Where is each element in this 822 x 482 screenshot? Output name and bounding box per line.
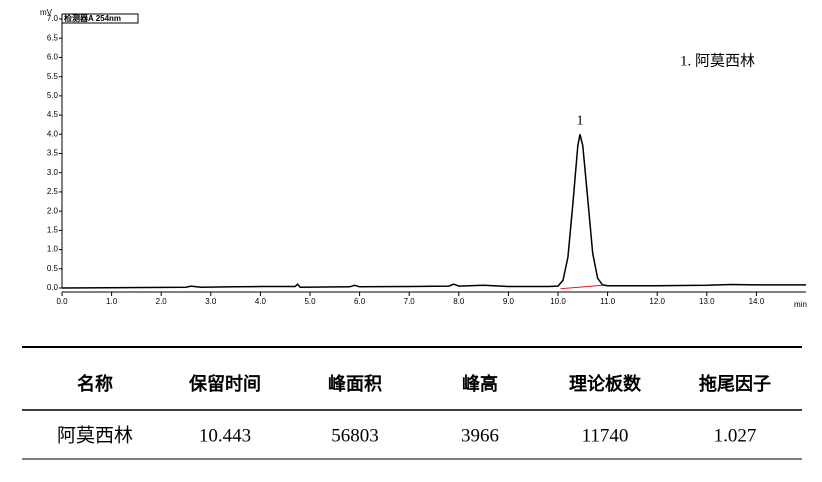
x-tick-label: 7.0 [404,297,416,306]
table-cell: 阿莫西林 [57,424,133,446]
x-tick-label: 12.0 [649,297,665,306]
y-tick-label: 1.5 [47,225,59,234]
y-tick-label: 3.0 [47,168,59,177]
x-tick-label: 11.0 [600,297,616,306]
table-cell: 11740 [582,425,629,446]
y-tick-label: 2.5 [47,187,59,196]
table-header: 拖尾因子 [699,373,771,395]
x-axis-label: min [794,300,807,309]
table-header: 峰高 [462,373,498,395]
y-tick-label: 1.0 [47,245,59,254]
x-tick-label: 9.0 [503,297,515,306]
x-tick-label: 3.0 [205,297,217,306]
x-tick-label: 8.0 [453,297,465,306]
x-tick-label: 5.0 [304,297,316,306]
table-cell: 56803 [331,425,379,446]
y-tick-label: 5.0 [47,91,59,100]
y-tick-label: 3.5 [47,149,59,158]
table-header: 名称 [77,373,113,395]
integration-baseline [560,284,603,290]
x-tick-label: 13.0 [699,297,715,306]
y-tick-label: 4.5 [47,110,59,119]
x-tick-label: 6.0 [354,297,366,306]
x-tick-label: 1.0 [106,297,118,306]
y-tick-label: 6.5 [47,33,59,42]
x-tick-label: 0.0 [56,297,68,306]
y-tick-label: 0.5 [47,264,59,273]
chromatogram-line [61,134,806,289]
y-tick-label: 2.0 [47,206,59,215]
y-tick-label: 0.0 [47,283,59,292]
x-tick-label: 4.0 [255,297,267,306]
y-tick-label: 5.5 [47,72,59,81]
peak-label: 1 [576,114,583,129]
y-tick-label: 7.0 [47,14,59,23]
x-tick-label: 14.0 [749,297,765,306]
y-tick-label: 6.0 [47,53,59,62]
y-tick-label: 4.0 [47,129,59,138]
chart-title: 检测器A 254nm [64,13,121,23]
y-axis-label: mV [40,8,53,17]
annotation: 1. 阿莫西林 [680,52,755,69]
table-cell: 3966 [461,425,499,446]
x-tick-label: 10.0 [550,297,566,306]
table-cell: 10.443 [199,425,251,446]
x-tick-label: 2.0 [156,297,168,306]
table-header: 理论板数 [569,373,642,395]
table-header: 保留时间 [188,373,261,395]
table-header: 峰面积 [328,373,382,395]
table-cell: 1.027 [714,425,757,446]
